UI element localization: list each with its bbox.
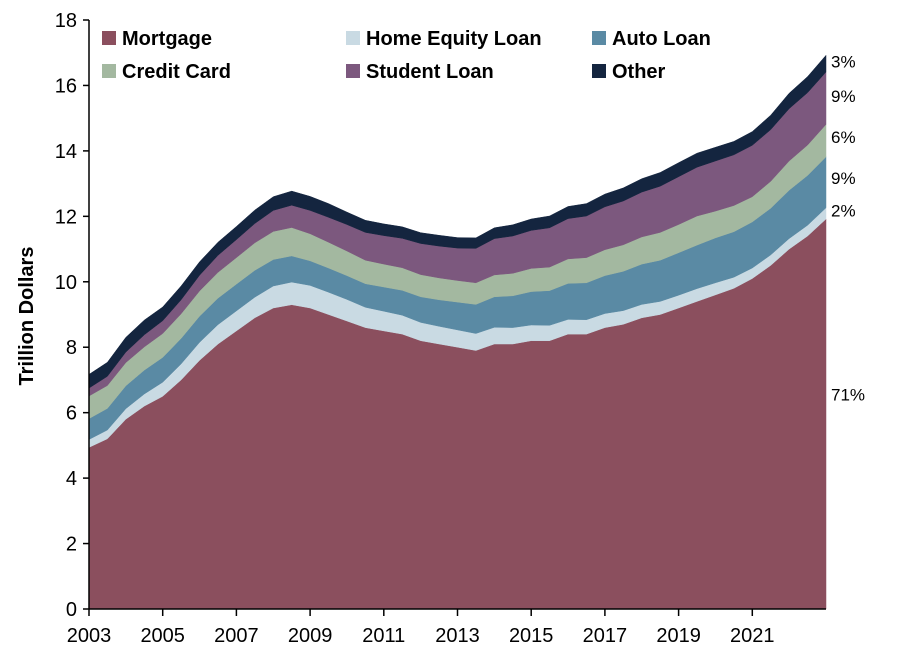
y-tick-label: 6 — [66, 403, 77, 425]
x-tick-label: 2003 — [67, 625, 112, 647]
share-label: 3% — [831, 53, 856, 72]
y-axis-label: Trillion Dollars — [16, 247, 38, 386]
x-tick-label: 2005 — [140, 625, 185, 647]
y-tick-label: 10 — [55, 272, 77, 294]
legend-swatch — [102, 64, 116, 78]
x-tick-label: 2011 — [362, 625, 405, 647]
share-label: 9% — [831, 87, 856, 106]
share-annotations: 3% 9% 6% 9% 2% 71% — [831, 53, 865, 405]
x-tick-label: 2009 — [288, 625, 333, 647]
legend: Mortgage Home Equity Loan Auto Loan Credit … — [102, 28, 711, 83]
share-label: 9% — [831, 169, 856, 188]
legend-label: Mortgage — [122, 28, 212, 50]
x-tick-label: 2013 — [435, 625, 480, 647]
x-axis-ticks: 2003 2005 2007 2009 2011 2013 2015 2017 2019 2021 — [67, 609, 775, 647]
legend-swatch — [102, 31, 116, 45]
legend-label: Other — [612, 61, 666, 83]
legend-swatch — [346, 64, 360, 78]
y-tick-label: 12 — [55, 206, 77, 228]
legend-item-mortgage: Mortgage — [102, 28, 212, 50]
y-tick-label: 18 — [55, 10, 77, 32]
legend-item-other: Other — [592, 61, 666, 83]
y-tick-label: 14 — [55, 141, 77, 163]
area-other — [88, 54, 827, 389]
legend-label: Home Equity Loan — [366, 28, 542, 50]
series-areas — [88, 54, 827, 610]
legend-label: Student Loan — [366, 61, 494, 83]
x-tick-label: 2007 — [214, 625, 259, 647]
legend-item-home-equity-loan: Home Equity Loan — [346, 28, 542, 50]
legend-swatch — [346, 31, 360, 45]
x-tick-label: 2017 — [583, 625, 628, 647]
y-tick-label: 8 — [66, 337, 77, 359]
y-tick-label: 0 — [66, 599, 77, 621]
legend-label: Auto Loan — [612, 28, 711, 50]
legend-item-auto-loan: Auto Loan — [592, 28, 711, 50]
legend-label: Credit Card — [122, 61, 231, 83]
legend-swatch — [592, 31, 606, 45]
y-axis-ticks: 0 2 4 6 8 10 12 14 16 18 — [55, 10, 89, 621]
legend-swatch — [592, 64, 606, 78]
x-tick-label: 2019 — [656, 625, 701, 647]
share-label: 71% — [831, 386, 865, 405]
share-label: 2% — [831, 201, 856, 220]
legend-item-credit-card: Credit Card — [102, 61, 231, 83]
legend-item-student-loan: Student Loan — [346, 61, 494, 83]
y-tick-label: 16 — [55, 75, 77, 97]
y-tick-label: 4 — [66, 468, 77, 490]
x-tick-label: 2015 — [509, 625, 554, 647]
y-tick-label: 2 — [66, 534, 77, 556]
x-tick-label: 2021 — [730, 625, 775, 647]
share-label: 6% — [831, 128, 856, 147]
